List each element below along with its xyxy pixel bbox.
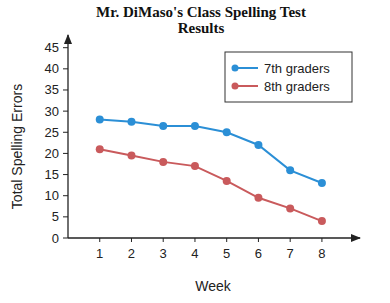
y-tick xyxy=(63,47,68,48)
x-axis xyxy=(68,237,360,238)
x-tick xyxy=(290,238,291,242)
series-point xyxy=(254,141,262,149)
y-axis-label: Total Spelling Errors xyxy=(9,84,25,209)
series-point xyxy=(159,122,167,130)
y-tick-label: 40 xyxy=(45,61,59,76)
chart: Mr. DiMaso's Class Spelling Test Results… xyxy=(0,0,390,303)
series-point xyxy=(96,145,104,153)
y-axis xyxy=(67,35,68,238)
y-tick-label: 30 xyxy=(45,104,59,119)
series-point xyxy=(127,118,135,126)
series-point xyxy=(96,116,104,124)
y-tick xyxy=(63,68,68,69)
series-point xyxy=(191,122,199,130)
y-tick xyxy=(63,195,68,196)
y-tick xyxy=(63,216,68,217)
x-tick-label: 4 xyxy=(191,246,198,261)
series-point xyxy=(223,128,231,136)
x-tick-label: 1 xyxy=(96,246,103,261)
series-group xyxy=(96,116,326,225)
y-tick xyxy=(63,89,68,90)
series-point xyxy=(127,152,135,160)
y-tick-label: 20 xyxy=(45,146,59,161)
series-line xyxy=(100,149,322,221)
x-tick-label: 5 xyxy=(223,246,230,261)
series-point xyxy=(318,217,326,225)
y-tick xyxy=(63,111,68,112)
x-tick xyxy=(131,238,132,242)
y-tick-label: 15 xyxy=(45,167,59,182)
y-tick-label: 35 xyxy=(45,82,59,97)
x-tick xyxy=(226,238,227,242)
y-tick-label: 45 xyxy=(45,40,59,55)
x-tick-label: 6 xyxy=(255,246,262,261)
series-point xyxy=(318,179,326,187)
legend: 7th graders 8th graders xyxy=(225,52,352,102)
x-tick xyxy=(99,238,100,242)
x-tick xyxy=(321,238,322,242)
x-tick-label: 2 xyxy=(128,246,135,261)
x-tick-label: 7 xyxy=(287,246,294,261)
series-point xyxy=(254,194,262,202)
y-tick-label: 25 xyxy=(45,125,59,140)
y-tick xyxy=(63,238,68,239)
y-tick xyxy=(63,132,68,133)
legend-marker xyxy=(232,65,239,72)
y-tick xyxy=(63,153,68,154)
legend-label: 8th graders xyxy=(264,79,330,94)
series-point xyxy=(159,158,167,166)
x-tick xyxy=(194,238,195,242)
legend-label: 7th graders xyxy=(264,61,330,76)
y-tick-label: 5 xyxy=(52,209,59,224)
plot: 05101520253035404512345678WeekTotal Spel… xyxy=(0,0,390,303)
x-axis-label: Week xyxy=(195,278,232,294)
y-tick xyxy=(63,174,68,175)
series-point xyxy=(191,162,199,170)
legend-box xyxy=(225,52,352,102)
x-tick-label: 3 xyxy=(160,246,167,261)
legend-marker xyxy=(232,83,239,90)
y-tick-label: 10 xyxy=(45,188,59,203)
series-point xyxy=(286,166,294,174)
series-point xyxy=(286,204,294,212)
x-tick xyxy=(163,238,164,242)
series-point xyxy=(223,177,231,185)
x-tick xyxy=(258,238,259,242)
y-tick-label: 0 xyxy=(52,231,59,246)
x-tick-label: 8 xyxy=(318,246,325,261)
title: Mr. DiMaso's Class Spelling Test Results xyxy=(95,4,307,36)
